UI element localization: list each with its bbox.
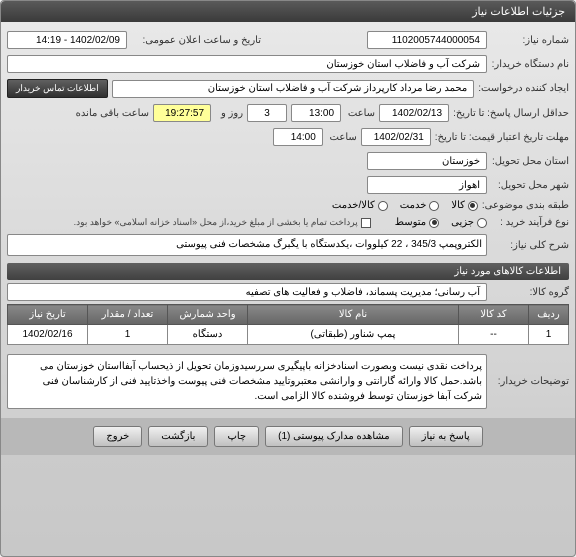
- print-button[interactable]: چاپ: [214, 426, 259, 447]
- col-date: تاریخ نیاز: [8, 305, 88, 325]
- table-row[interactable]: 1--پمپ شناور (طبقاتی)دستگاه11402/02/16: [8, 325, 569, 345]
- table-cell: دستگاه: [168, 325, 248, 345]
- buy-type-row: نوع فرآیند خرید : جزیی متوسط پرداخت تمام…: [7, 214, 569, 231]
- table-cell: --: [459, 325, 529, 345]
- need-title-row: شرح کلی نیاز: الکتروپمپ 345/3 ، 22 کیلوو…: [7, 231, 569, 259]
- buyer-note-row: توضیحات خریدار: پرداخت نقدی نیست وبصورت …: [7, 351, 569, 412]
- request-row: شماره نیاز: 1102005744000054 تاریخ و ساع…: [7, 28, 569, 52]
- creator-label: ایجاد کننده درخواست:: [478, 83, 569, 94]
- province-value: خوزستان: [367, 152, 487, 170]
- radio-on-icon: [429, 218, 439, 228]
- table-cell: پمپ شناور (طبقاتی): [248, 325, 459, 345]
- province-label: استان محل تحویل:: [491, 156, 569, 167]
- exit-button[interactable]: خروج: [93, 426, 142, 447]
- remaining-time-value: 19:27:57: [153, 104, 211, 122]
- request-num-value: 1102005744000054: [367, 31, 487, 49]
- days-unit-label: روز و: [215, 108, 243, 119]
- table-cell: 1402/02/16: [8, 325, 88, 345]
- deadline-date-value: 1402/02/13: [379, 104, 449, 122]
- buyer-device-value: شرکت آب و فاضلاب استان خوزستان: [7, 55, 487, 73]
- attachments-button[interactable]: مشاهده مدارک پیوستی (1): [265, 426, 403, 447]
- col-name: نام کالا: [248, 305, 459, 325]
- buy-type-medium-radio[interactable]: متوسط: [395, 217, 439, 228]
- city-label: شهر محل تحویل:: [491, 180, 569, 191]
- category-row: طبقه بندی موضوعی: کالا خدمت کالا/خدمت: [7, 197, 569, 214]
- category-label: طبقه بندی موضوعی:: [482, 200, 569, 211]
- creator-row: ایجاد کننده درخواست: محمد رضا مرداد کارپ…: [7, 76, 569, 101]
- city-row: شهر محل تحویل: اهواز: [7, 173, 569, 197]
- col-row: ردیف: [529, 305, 569, 325]
- respond-button[interactable]: پاسخ به نیاز: [409, 426, 483, 447]
- buyer-device-row: نام دستگاه خریدار: شرکت آب و فاضلاب استا…: [7, 52, 569, 76]
- creator-value: محمد رضا مرداد کارپرداز شرکت آب و فاضلاب…: [112, 80, 475, 98]
- deadline-label: حداقل ارسال پاسخ: تا تاریخ:: [453, 108, 569, 119]
- main-window: جزئیات اطلاعات نیاز شماره نیاز: 11020057…: [0, 0, 576, 557]
- remaining-label: ساعت باقی مانده: [76, 108, 149, 119]
- buy-type-partial-radio[interactable]: جزیی: [451, 217, 487, 228]
- announce-date-value: 1402/02/09 - 14:19: [7, 31, 127, 49]
- content-area: شماره نیاز: 1102005744000054 تاریخ و ساع…: [1, 22, 575, 418]
- radio-off-icon: [429, 201, 439, 211]
- time-label-1: ساعت: [345, 108, 375, 119]
- validity-label: مهلت تاریخ اعتبار قیمت: تا تاریخ:: [435, 132, 569, 143]
- city-value: اهواز: [367, 176, 487, 194]
- title-bar: جزئیات اطلاعات نیاز: [1, 1, 575, 22]
- category-both-radio[interactable]: کالا/خدمت: [332, 200, 388, 211]
- category-goods-radio[interactable]: کالا: [451, 200, 478, 211]
- table-header-row: ردیف کد کالا نام کالا واحد شمارش تعداد /…: [8, 305, 569, 325]
- validity-row: مهلت تاریخ اعتبار قیمت: تا تاریخ: 1402/0…: [7, 125, 569, 149]
- goods-group-value: آب رسانی؛ مدیریت پسماند، فاضلاب و فعالیت…: [7, 283, 487, 301]
- validity-date-value: 1402/02/31: [361, 128, 431, 146]
- radio-on-icon: [468, 201, 478, 211]
- time-label-2: ساعت: [327, 132, 357, 143]
- buyer-note-label: توضیحات خریدار:: [491, 376, 569, 387]
- col-code: کد کالا: [459, 305, 529, 325]
- request-num-label: شماره نیاز:: [491, 35, 569, 46]
- announce-date-label: تاریخ و ساعت اعلان عمومی:: [131, 35, 261, 46]
- goods-info-section-title: اطلاعات کالاهای مورد نیاز: [7, 263, 569, 280]
- buy-type-radio-group: جزیی متوسط: [395, 217, 487, 228]
- table-cell: 1: [529, 325, 569, 345]
- col-unit: واحد شمارش: [168, 305, 248, 325]
- buyer-device-label: نام دستگاه خریدار:: [491, 59, 569, 70]
- back-button[interactable]: بازگشت: [148, 426, 208, 447]
- category-service-radio[interactable]: خدمت: [400, 200, 440, 211]
- days-value: 3: [247, 104, 287, 122]
- goods-group-row: گروه کالا: آب رسانی؛ مدیریت پسماند، فاضل…: [7, 280, 569, 304]
- checkbox-icon: [361, 218, 371, 228]
- window-title: جزئیات اطلاعات نیاز: [472, 6, 565, 18]
- contact-buyer-button[interactable]: اطلاعات تماس خریدار: [7, 79, 108, 98]
- need-title-value: الکتروپمپ 345/3 ، 22 کیلووات ،یکدستگاه ب…: [7, 234, 487, 256]
- table-cell: 1: [88, 325, 168, 345]
- buyer-note-value: پرداخت نقدی نیست وبصورت اسنادخزانه باپیگ…: [7, 354, 487, 409]
- goods-group-label: گروه کالا:: [491, 287, 569, 298]
- validity-time-value: 14:00: [273, 128, 323, 146]
- buy-type-label: نوع فرآیند خرید :: [491, 217, 569, 228]
- deadline-time-value: 13:00: [291, 104, 341, 122]
- col-qty: تعداد / مقدار: [88, 305, 168, 325]
- province-row: استان محل تحویل: خوزستان: [7, 149, 569, 173]
- need-title-label: شرح کلی نیاز:: [491, 240, 569, 251]
- category-radio-group: کالا خدمت کالا/خدمت: [332, 200, 478, 211]
- radio-off-icon: [378, 201, 388, 211]
- payment-note-checkbox[interactable]: پرداخت تمام یا بخشی از مبلغ خرید،از محل …: [74, 217, 371, 228]
- goods-table: ردیف کد کالا نام کالا واحد شمارش تعداد /…: [7, 304, 569, 345]
- footer-buttons: پاسخ به نیاز مشاهده مدارک پیوستی (1) چاپ…: [1, 418, 575, 455]
- deadline-row: حداقل ارسال پاسخ: تا تاریخ: 1402/02/13 س…: [7, 101, 569, 125]
- radio-off-icon: [477, 218, 487, 228]
